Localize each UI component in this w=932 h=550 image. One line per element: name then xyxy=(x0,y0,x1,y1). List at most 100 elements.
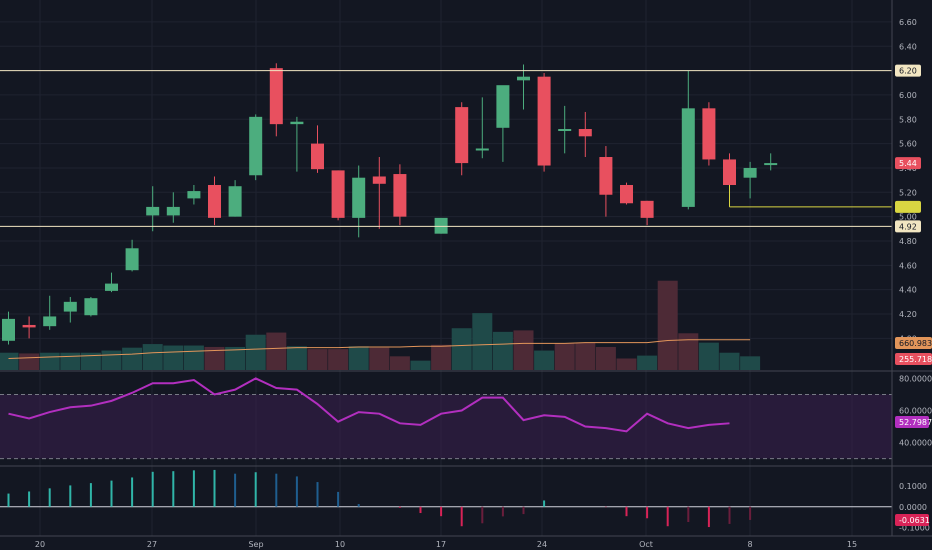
macd-histogram xyxy=(7,469,752,528)
macd-histogram-bar xyxy=(707,506,710,528)
price-tick-label: 4.60 xyxy=(899,261,917,270)
candles xyxy=(2,63,778,345)
macd-histogram-bar xyxy=(213,469,216,507)
volume-bar xyxy=(554,343,575,370)
time-tick-label: 20 xyxy=(35,540,45,549)
volume-bar xyxy=(719,352,740,370)
price-tick-label: 6.00 xyxy=(899,91,917,100)
time-axis-ticks[interactable]: 20 27 Sep 10 17 24 Oct 8 15 xyxy=(35,540,857,549)
volume-bar xyxy=(80,352,101,370)
volume-bar xyxy=(60,352,81,370)
macd-histogram-bar xyxy=(501,506,504,517)
volume-bar xyxy=(307,349,328,370)
price-tick-label: 6.60 xyxy=(899,18,917,27)
price-tick-label: 5.60 xyxy=(899,140,917,149)
macd-tick-label: 0.1000 xyxy=(899,482,927,491)
macd-axis-ticks[interactable]: 0.1000 0.0000 -0.1000 xyxy=(899,482,930,533)
axis-badges: 6.20 5.44 5.08 4.92 660.983K 255.718K 52.7987 -… xyxy=(895,64,932,526)
rsi-tick-label: 60.0000 xyxy=(899,406,932,415)
macd-histogram-bar xyxy=(440,506,443,517)
volume-bar xyxy=(637,355,658,370)
price-tick-label: 5.00 xyxy=(899,213,917,222)
macd-histogram-bar xyxy=(192,470,195,507)
hline-bottom-badge: 4.92 xyxy=(895,220,921,233)
volume-bar xyxy=(740,356,761,370)
macd-histogram-bar xyxy=(151,471,154,507)
macd-histogram-bar xyxy=(7,493,10,507)
macd-tick-label: -0.1000 xyxy=(899,524,930,533)
hline-top-badge: 6.20 xyxy=(895,64,921,77)
macd-histogram-bar xyxy=(172,471,175,507)
price-tick-label: 6.40 xyxy=(899,42,917,51)
macd-histogram-bar xyxy=(357,504,360,507)
price-tick-label: 5.20 xyxy=(899,188,917,197)
candle-body xyxy=(640,200,654,218)
macd-value-badge: -0.0631 xyxy=(895,513,930,526)
candle-body xyxy=(599,157,613,195)
rsi-axis-ticks[interactable]: 80.0000 60.0000 40.0000 xyxy=(899,374,932,447)
volume-bar xyxy=(183,345,204,370)
candle-body xyxy=(249,116,263,176)
volume-bar xyxy=(204,346,225,370)
volume-bar xyxy=(19,353,40,370)
macd-histogram-bar xyxy=(48,488,51,507)
candle-body xyxy=(620,185,633,204)
volume-bar xyxy=(39,352,60,370)
macd-histogram-bar xyxy=(666,506,669,527)
candle-body xyxy=(681,108,695,207)
macd-histogram-bar xyxy=(398,506,401,508)
volume-bar xyxy=(431,344,452,370)
volume-ma-line xyxy=(8,339,751,359)
volume-bar xyxy=(575,342,596,370)
time-tick-label: 10 xyxy=(335,540,345,549)
candle-body xyxy=(352,177,366,218)
candle-body xyxy=(743,167,757,178)
macd-histogram-bar xyxy=(234,473,237,507)
macd-histogram-bar xyxy=(337,491,340,507)
macd-histogram-bar xyxy=(543,500,546,507)
candle-body xyxy=(125,248,139,271)
volume-last-badge: 255.718K xyxy=(895,353,932,365)
macd-tick-label: 0.0000 xyxy=(899,503,927,512)
candle-body xyxy=(496,85,510,128)
candle-body xyxy=(290,121,304,125)
time-tick-label: 24 xyxy=(537,540,547,549)
macd-histogram-bar xyxy=(419,506,422,514)
candle-body xyxy=(187,191,201,199)
volume-bar xyxy=(492,331,513,370)
volume-bar xyxy=(122,347,143,370)
macd-panel[interactable] xyxy=(0,469,892,528)
rsi-value-badge-text: 52.7987 xyxy=(899,418,932,427)
volume-bar xyxy=(225,346,246,370)
volume-last-badge-text: 255.718K xyxy=(899,355,932,364)
volume-bar xyxy=(389,356,410,370)
macd-histogram-bar xyxy=(316,482,319,507)
volume-bar xyxy=(245,334,266,370)
candle-body xyxy=(2,318,15,341)
candle-body xyxy=(517,76,530,81)
macd-histogram-bar xyxy=(69,485,72,507)
candle-body xyxy=(228,186,242,217)
volume-bar xyxy=(534,350,555,370)
volume-bar xyxy=(163,345,184,370)
rsi-value-badge: 52.7987 xyxy=(895,416,932,429)
volume-ma-badge: 660.983K xyxy=(895,337,932,349)
macd-histogram-bar xyxy=(275,473,278,507)
rsi-line xyxy=(8,377,730,433)
candle-body xyxy=(43,316,57,327)
candle-body xyxy=(208,185,221,218)
candle-body xyxy=(372,176,386,184)
time-tick-label: 17 xyxy=(436,540,446,549)
time-tick-label: Oct xyxy=(639,540,653,549)
price-panel[interactable] xyxy=(0,63,892,370)
macd-histogram-bar xyxy=(460,506,463,527)
rsi-panel[interactable] xyxy=(0,377,892,460)
yellow-line-badge-text: 5.08 xyxy=(899,203,917,212)
time-tick-label: 15 xyxy=(847,540,857,549)
candle-body xyxy=(146,206,160,216)
time-tick-label: Sep xyxy=(248,540,263,549)
volume-bar xyxy=(142,344,163,370)
candle-body xyxy=(434,217,448,234)
macd-histogram-bar xyxy=(28,491,31,507)
